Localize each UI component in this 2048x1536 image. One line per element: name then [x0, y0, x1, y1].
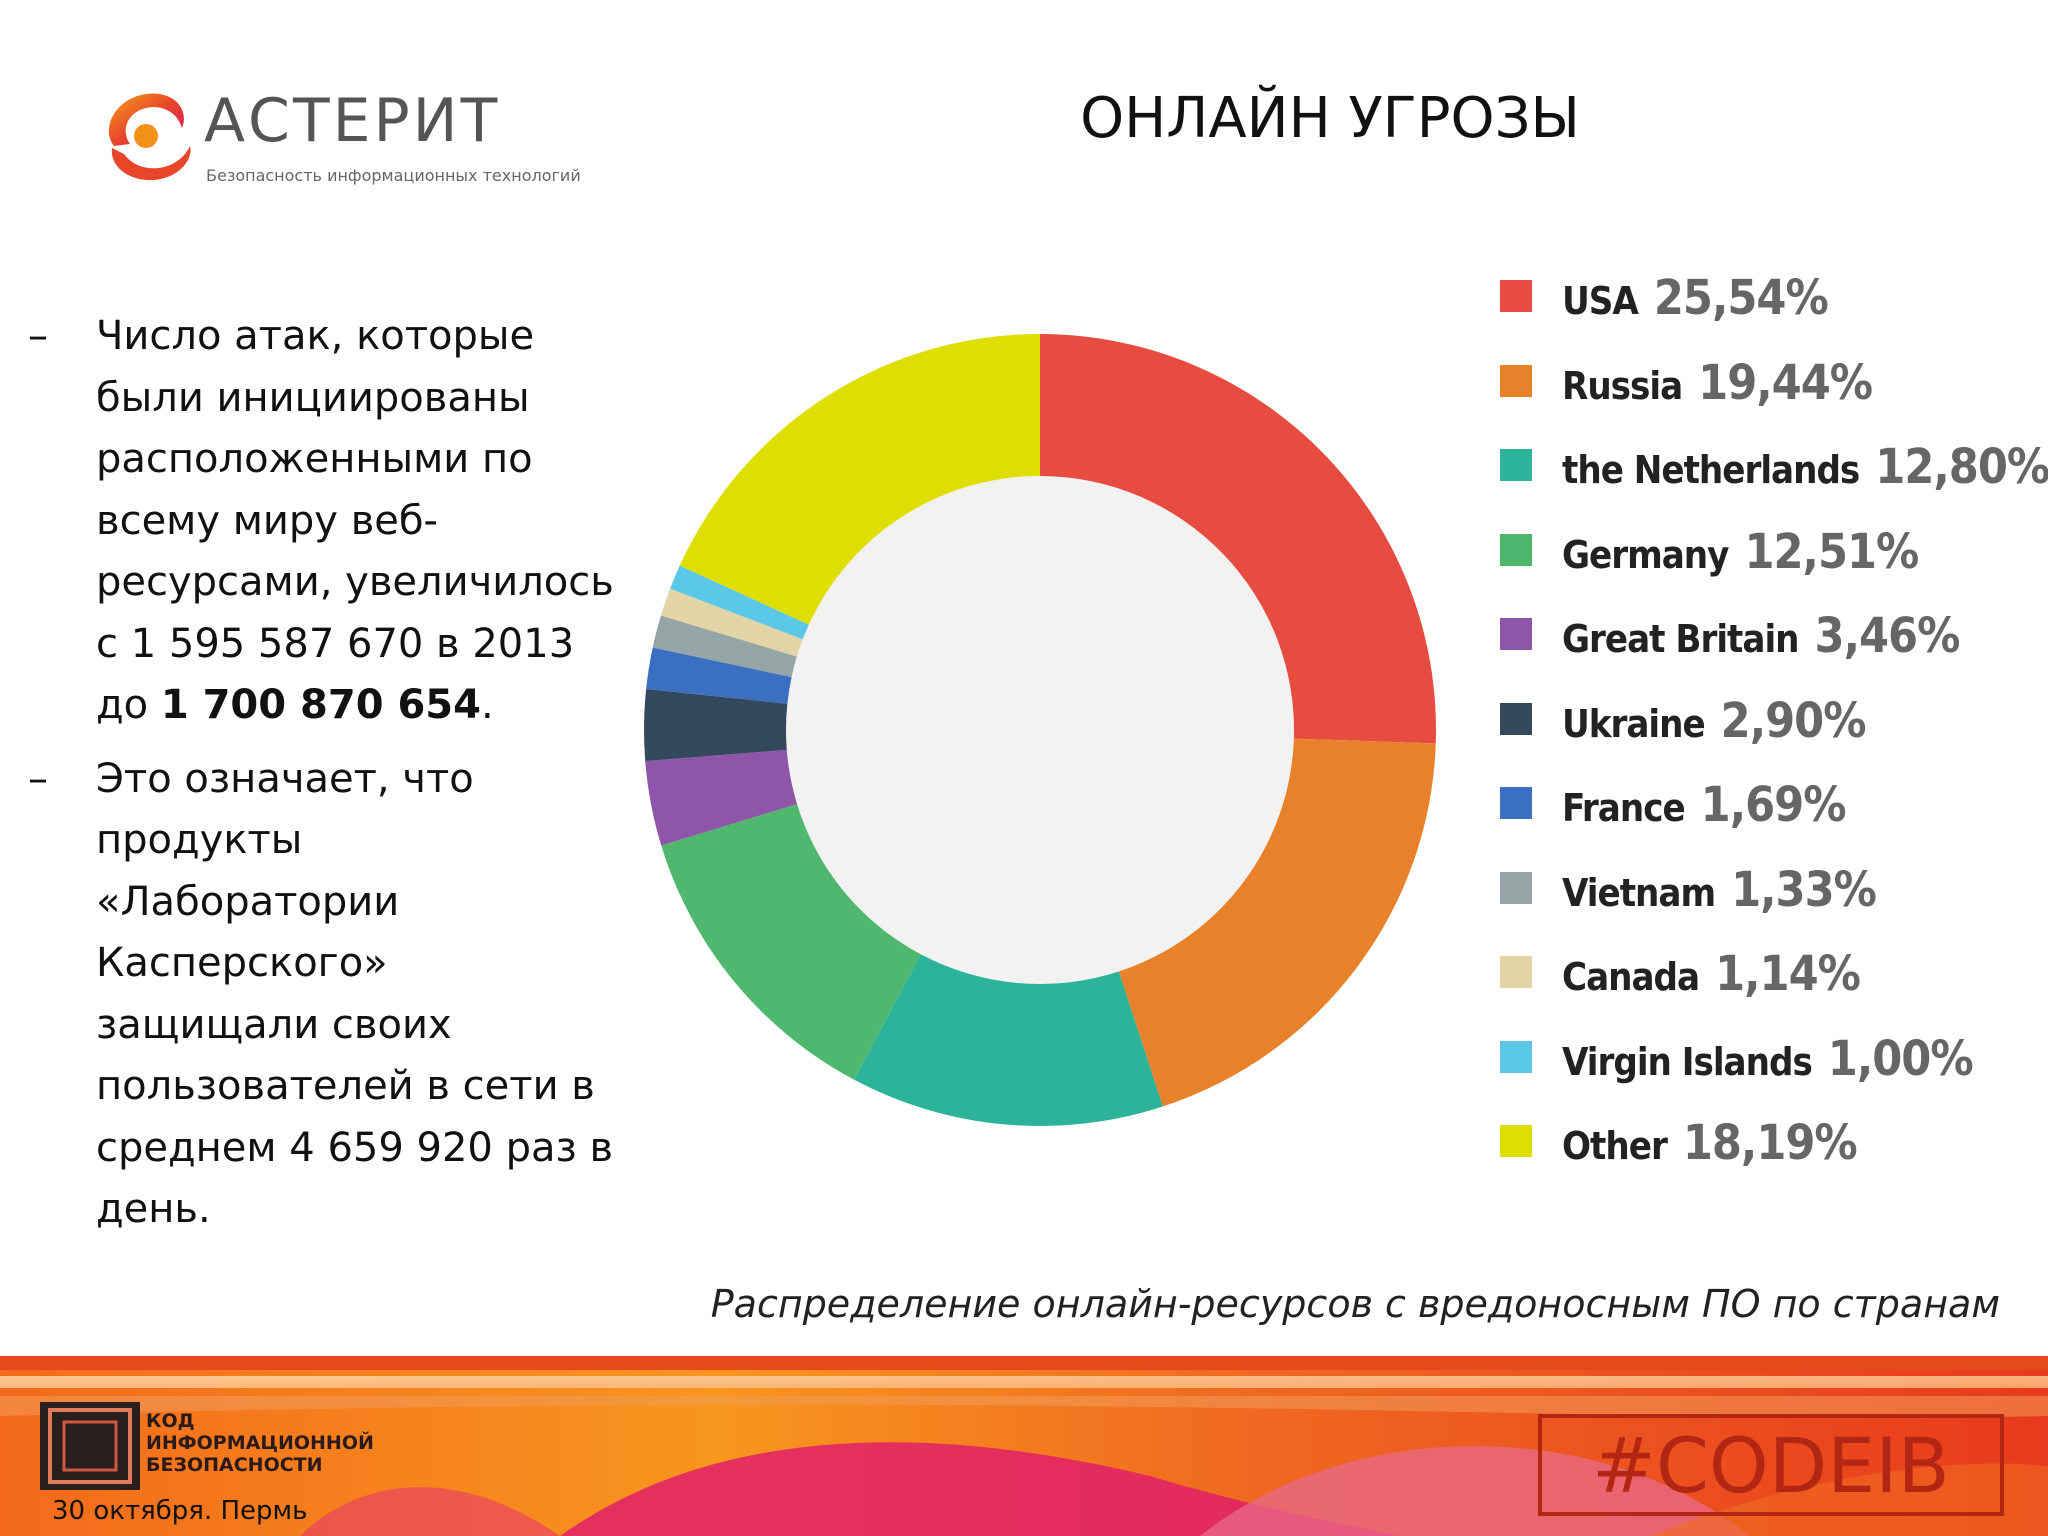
legend-percent: 2,90%	[1720, 692, 1867, 749]
legend-percent: 25,54%	[1653, 270, 1829, 326]
slide-title: ОНЛАЙН УГРОЗЫ	[1080, 86, 1580, 151]
legend-label: France 1,69%	[1562, 777, 1847, 833]
legend-percent: 18,19%	[1682, 1115, 1858, 1171]
hashtag-text: #CODEIB	[1592, 1421, 1950, 1510]
brand-name: АСТЕРИТ	[204, 86, 501, 156]
bullet-text: Это означает, что продукты «Лаборатории …	[96, 755, 614, 1233]
legend-swatch	[1500, 618, 1532, 650]
bullet-end: .	[480, 682, 494, 728]
chart-legend: USA 25,54% Russia 19,44% the Netherlands 12,8…	[1498, 264, 2048, 1194]
legend-country: France	[1562, 786, 1686, 830]
donut-slice-germany	[661, 804, 921, 1080]
legend-country: Canada	[1562, 955, 1700, 999]
legend-label: USA 25,54%	[1562, 270, 1829, 326]
legend-label: Virgin Islands 1,00%	[1562, 1030, 1974, 1087]
donut-chart	[644, 334, 1436, 1126]
legend-country: Vietnam	[1562, 870, 1716, 915]
bullet-list: – Число атак, которые были инициированы …	[28, 306, 618, 1253]
legend-label: Great Britain 3,46%	[1562, 608, 1961, 664]
donut-slice-canada	[660, 588, 803, 657]
legend-item: Great Britain 3,46%	[1498, 602, 2038, 687]
legend-country: Virgin Islands	[1562, 1039, 1813, 1084]
event-date: 30 октября. Пермь	[52, 1496, 308, 1526]
legend-country: Russia	[1562, 363, 1683, 408]
legend-item: Canada 1,14%	[1498, 940, 2038, 1025]
legend-swatch	[1500, 1125, 1532, 1157]
legend-swatch	[1500, 1040, 1532, 1073]
legend-item: France 1,69%	[1498, 771, 2038, 856]
legend-percent: 12,80%	[1875, 439, 2048, 495]
legend-swatch	[1500, 364, 1532, 397]
legend-percent: 1,14%	[1715, 946, 1861, 1002]
legend-item: Vietnam 1,33%	[1498, 856, 2038, 941]
legend-swatch	[1500, 533, 1532, 566]
asterit-logo-icon	[108, 93, 191, 181]
legend-country: Great Britain	[1562, 617, 1800, 661]
legend-label: Ukraine 2,90%	[1562, 692, 1867, 749]
donut-slice-great-britain	[645, 749, 798, 846]
legend-swatch	[1500, 702, 1532, 735]
legend-country: USA	[1562, 279, 1639, 323]
event-name-line: КОД	[146, 1410, 195, 1432]
legend-label: the Netherlands 12,80%	[1562, 439, 2048, 495]
donut-slice-other	[679, 334, 1040, 625]
legend-country: the Netherlands	[1562, 448, 1860, 492]
legend-item: the Netherlands 12,80%	[1498, 433, 2048, 518]
bullet-bold-number: 1 700 870 654	[160, 682, 481, 728]
legend-item: Germany 12,51%	[1498, 518, 2038, 603]
bullet-dash: –	[28, 313, 48, 359]
bullet-text: Число атак, которые были инициированы ра…	[96, 313, 614, 728]
legend-percent: 19,44%	[1698, 354, 1873, 411]
legend-label: Canada 1,14%	[1562, 946, 1861, 1002]
donut-slice-vietnam	[652, 615, 797, 678]
legend-swatch	[1500, 787, 1532, 819]
event-logo-icon	[40, 1402, 140, 1490]
donut-center	[786, 476, 1294, 984]
bullet-dash: –	[28, 755, 48, 802]
bullet-item: – Это означает, что продукты «Лаборатори…	[28, 749, 618, 1241]
hashtag-box: #CODEIB	[1538, 1414, 2004, 1516]
legend-percent: 1,69%	[1700, 777, 1847, 833]
donut-slice-virgin-islands	[670, 565, 809, 640]
donut-slice-ukraine	[644, 689, 788, 762]
company-logo: АСТЕРИТ Безопасность информационных техн…	[94, 84, 581, 194]
legend-percent: 1,33%	[1731, 861, 1877, 918]
legend-swatch	[1500, 449, 1532, 481]
legend-percent: 3,46%	[1814, 608, 1961, 664]
event-name: КОД ИНФОРМАЦИОННОЙ БЕЗОПАСНОСТИ	[146, 1410, 374, 1476]
legend-country: Ukraine	[1562, 701, 1706, 746]
footer-decoration	[0, 1356, 2048, 1536]
legend-item: USA 25,54%	[1498, 264, 2038, 349]
legend-swatch	[1500, 871, 1532, 904]
legend-swatch	[1500, 280, 1532, 312]
brand-tagline: Безопасность информационных технологий	[206, 166, 581, 185]
legend-percent: 12,51%	[1744, 523, 1919, 580]
donut-slice-usa	[1040, 334, 1436, 744]
event-name-line: БЕЗОПАСНОСТИ	[146, 1454, 323, 1476]
legend-item: Virgin Islands 1,00%	[1498, 1025, 2038, 1110]
chart-caption: Распределение онлайн-ресурсов с вредонос…	[710, 1282, 2000, 1326]
legend-label: Vietnam 1,33%	[1562, 861, 1877, 918]
legend-label: Germany 12,51%	[1562, 523, 1919, 580]
legend-swatch	[1500, 956, 1532, 988]
legend-item: Other 18,19%	[1498, 1109, 2038, 1194]
donut-slice-france	[646, 647, 792, 704]
legend-country: Germany	[1562, 532, 1729, 577]
donut-slice-the-netherlands	[854, 954, 1163, 1126]
legend-country: Other	[1562, 1124, 1668, 1168]
legend-label: Other 18,19%	[1562, 1115, 1858, 1171]
legend-item: Russia 19,44%	[1498, 349, 2038, 434]
legend-label: Russia 19,44%	[1562, 354, 1873, 411]
bullet-item: – Число атак, которые были инициированы …	[28, 306, 618, 737]
donut-slice-russia	[1118, 738, 1436, 1107]
legend-item: Ukraine 2,90%	[1498, 687, 2038, 772]
legend-percent: 1,00%	[1827, 1030, 1974, 1087]
event-name-line: ИНФОРМАЦИОННОЙ	[146, 1432, 374, 1454]
footer-banner	[0, 1356, 2048, 1536]
